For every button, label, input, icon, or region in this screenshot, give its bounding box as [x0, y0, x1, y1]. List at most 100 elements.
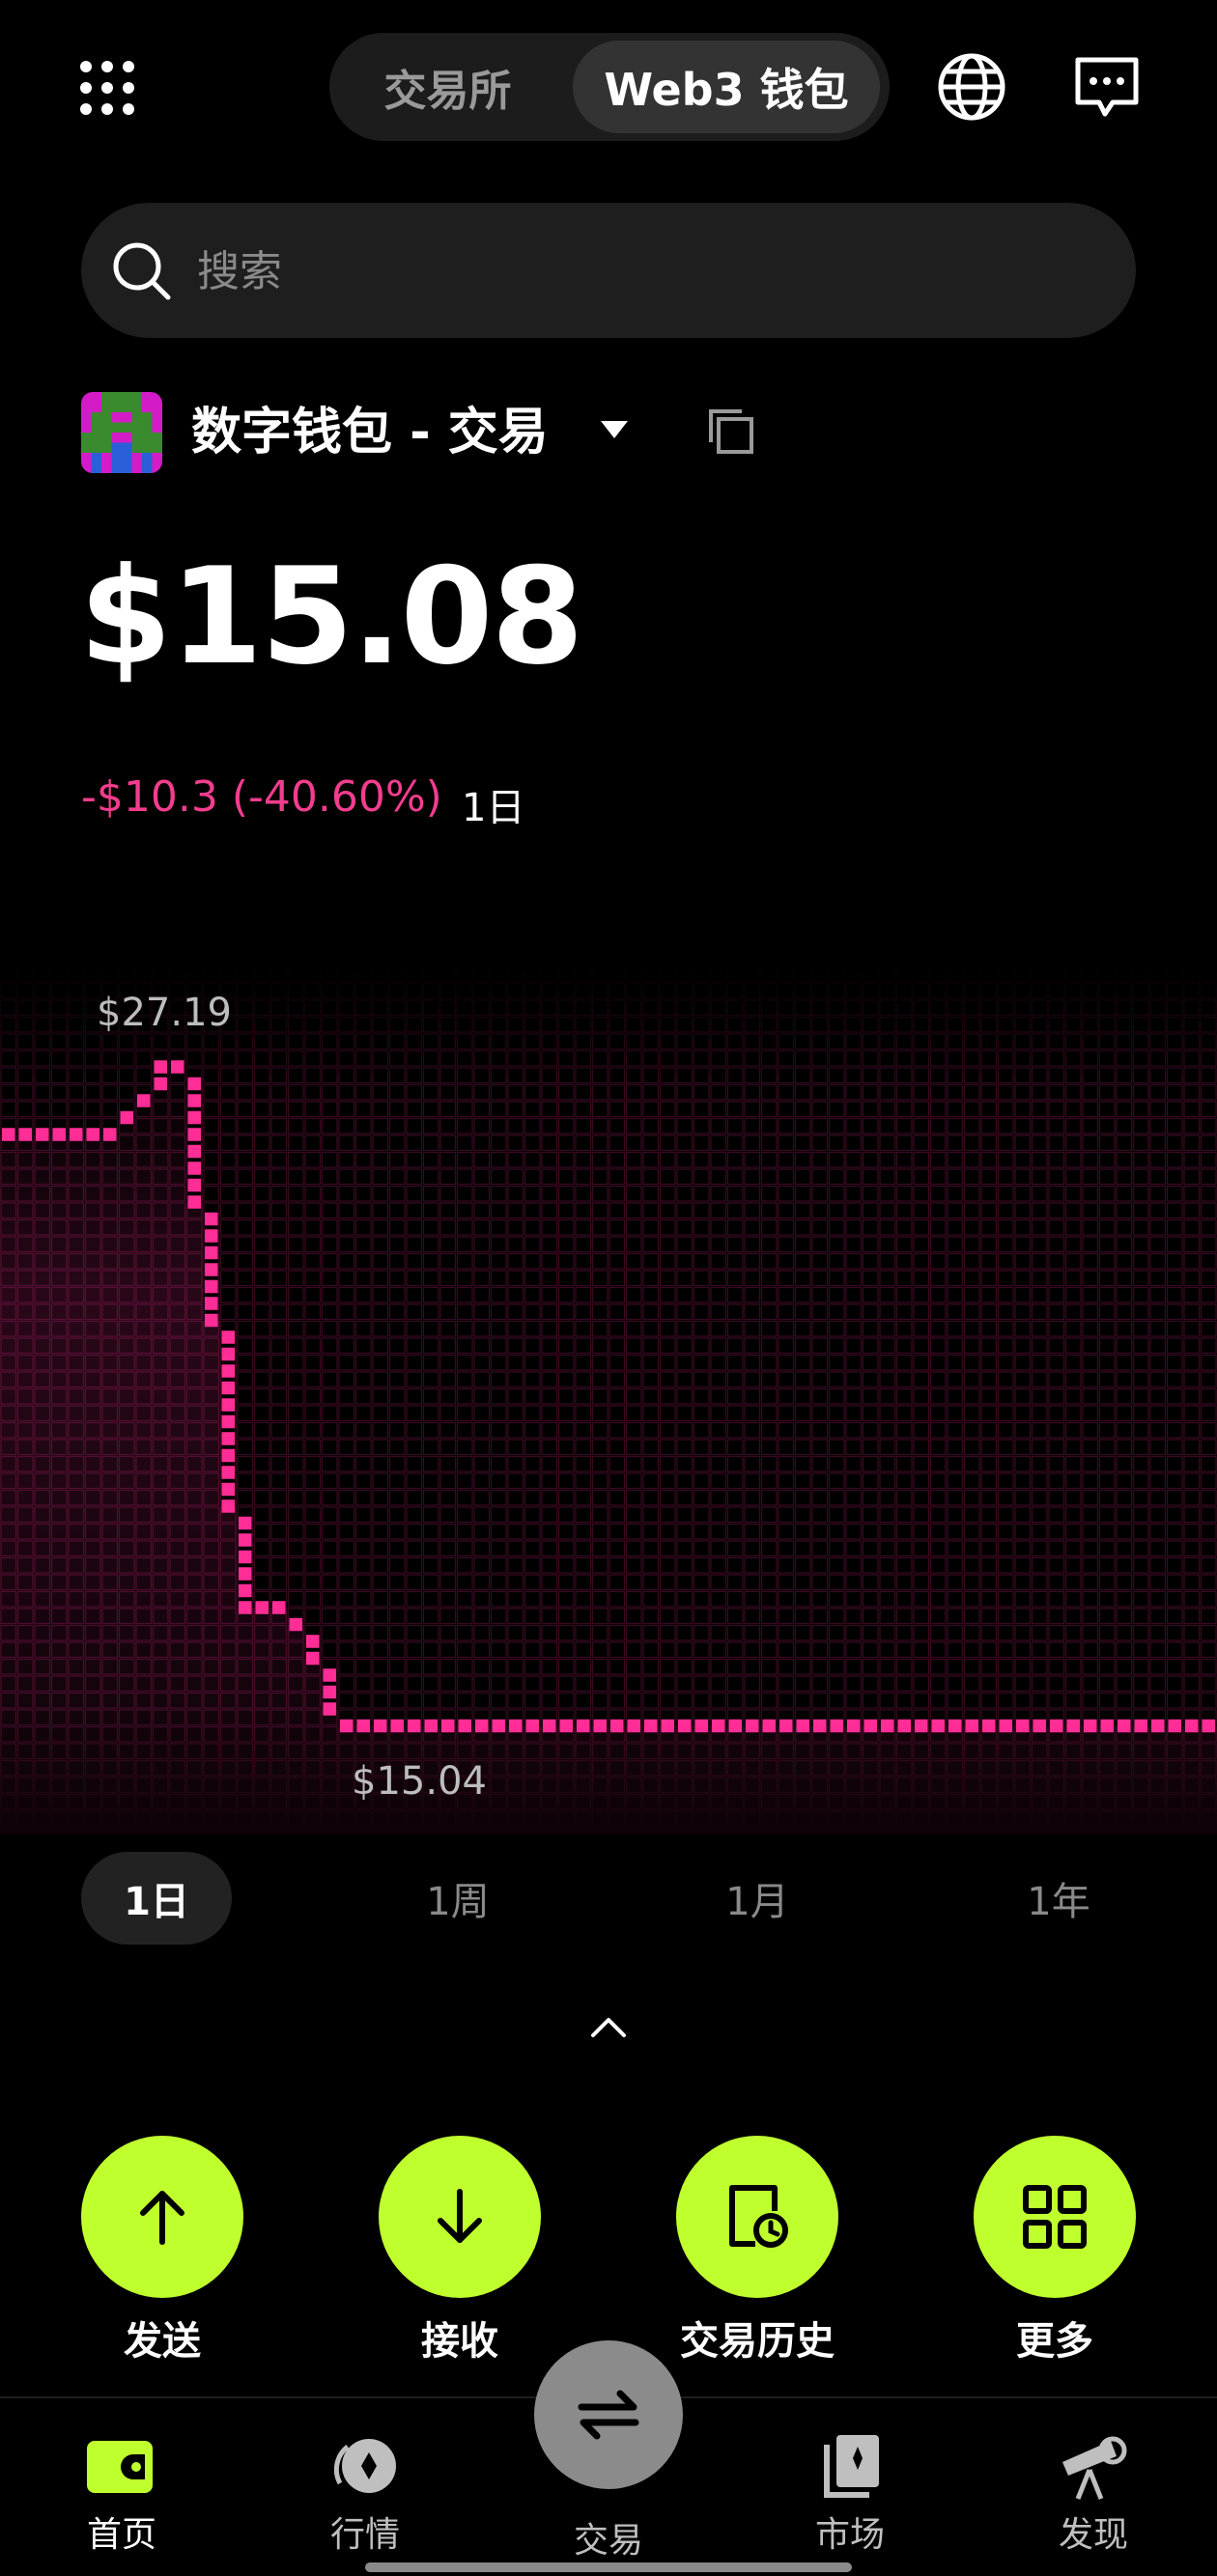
chart-point	[205, 1212, 218, 1226]
dropdown-arrow-icon[interactable]	[601, 421, 628, 438]
chart-point	[221, 1364, 235, 1378]
chart-point	[70, 1128, 83, 1141]
receive-button[interactable]	[379, 2136, 541, 2298]
range-tab-1y[interactable]: 1年	[1027, 1880, 1090, 1924]
chart-point	[796, 1719, 809, 1733]
chart-point	[390, 1719, 404, 1733]
chart-point	[187, 1110, 201, 1125]
chart-point	[897, 1719, 911, 1733]
chart-point	[221, 1448, 235, 1463]
search-input[interactable]	[195, 203, 1068, 340]
nav-marketplace[interactable]: 市场	[753, 2433, 947, 2559]
more-button[interactable]	[974, 2136, 1136, 2298]
chart-point	[1033, 1719, 1046, 1733]
chart-point	[221, 1482, 235, 1497]
tab-web3-wallet[interactable]: Web3 钱包	[573, 41, 880, 133]
copy-icon[interactable]	[709, 409, 753, 454]
arrow-up-icon	[140, 2191, 184, 2245]
chart-point	[120, 1110, 133, 1125]
range-tab-1m[interactable]: 1月	[725, 1880, 789, 1924]
chart-point	[678, 1719, 692, 1733]
history-icon	[729, 2185, 788, 2248]
chart-point	[458, 1719, 471, 1733]
tab-exchange[interactable]: 交易所	[383, 67, 512, 116]
chart-point	[1084, 1719, 1097, 1733]
chart-point	[965, 1719, 978, 1733]
chart-point	[221, 1398, 235, 1412]
send-button[interactable]	[81, 2136, 243, 2298]
chart-point	[982, 1719, 996, 1733]
nav-market-label: 行情	[329, 2515, 400, 2555]
trade-button[interactable]	[534, 2340, 683, 2489]
chart-point	[813, 1719, 827, 1733]
nav-marketplace-label: 市场	[814, 2515, 885, 2555]
nav-home[interactable]: 首页	[25, 2433, 218, 2559]
chart-point	[187, 1195, 201, 1209]
range-tab-1d[interactable]: 1日	[81, 1852, 232, 1945]
balance-change: -$10.3 (-40.60%)	[81, 772, 442, 822]
search-bar[interactable]	[81, 203, 1136, 340]
chart-point	[762, 1719, 776, 1733]
chevron-up-icon[interactable]	[587, 2012, 630, 2041]
balance-chart[interactable]	[0, 966, 1217, 1834]
chart-point	[1168, 1719, 1181, 1733]
chart-point	[187, 1128, 201, 1141]
range-tab-1w[interactable]: 1周	[426, 1880, 490, 1924]
marketplace-icon	[824, 2435, 879, 2498]
chart-point	[221, 1414, 235, 1429]
receive-label: 接收	[421, 2319, 498, 2364]
chart-point	[1185, 1719, 1199, 1733]
chart-point	[205, 1263, 218, 1276]
chart-point	[323, 1685, 336, 1699]
chart-point	[239, 1533, 252, 1547]
chart-point	[694, 1719, 708, 1733]
chart-point	[187, 1077, 201, 1091]
chart-point	[205, 1229, 218, 1243]
chart-point	[18, 1128, 32, 1141]
chart-point	[239, 1516, 252, 1530]
chart-point	[323, 1702, 336, 1716]
chart-point	[36, 1128, 49, 1141]
history-label: 交易历史	[680, 2319, 835, 2364]
nav-market[interactable]: 行情	[269, 2433, 462, 2559]
chart-point	[52, 1128, 66, 1141]
message-icon[interactable]	[1072, 52, 1142, 122]
nav-discover[interactable]: 发现	[997, 2433, 1190, 2559]
chart-point	[221, 1466, 235, 1479]
chart-point	[2, 1128, 15, 1141]
chart-point	[441, 1719, 455, 1733]
chart-point	[137, 1094, 151, 1107]
chart-point	[221, 1499, 235, 1513]
chart-point	[577, 1719, 590, 1733]
chart-point	[779, 1719, 793, 1733]
chart-point	[221, 1381, 235, 1395]
change-period: 1日	[462, 786, 525, 830]
chart-point	[171, 1060, 184, 1074]
arrow-down-icon	[438, 2189, 482, 2243]
nav-discover-label: 发现	[1058, 2515, 1128, 2555]
chart-point	[323, 1668, 336, 1682]
wallet-avatar[interactable]	[81, 392, 162, 473]
history-button[interactable]	[676, 2136, 838, 2298]
chart-point	[255, 1601, 269, 1614]
chart-point	[999, 1719, 1012, 1733]
search-icon	[113, 242, 171, 300]
chart-high-label: $27.19	[97, 991, 232, 1035]
apps-menu-icon[interactable]	[75, 56, 139, 120]
chart-point	[187, 1162, 201, 1175]
chart-point	[239, 1567, 252, 1581]
swap-icon	[578, 2390, 639, 2440]
chart-point	[661, 1719, 674, 1733]
chart-point	[525, 1719, 539, 1733]
chart-point	[239, 1601, 252, 1614]
chart-point	[627, 1719, 640, 1733]
wallet-name[interactable]: 数字钱包 - 交易	[191, 404, 549, 462]
chart-point	[931, 1719, 945, 1733]
chart-point	[593, 1719, 607, 1733]
chart-point	[543, 1719, 556, 1733]
chart-point	[509, 1719, 523, 1733]
chart-point	[221, 1330, 235, 1344]
nav-home-label: 首页	[86, 2515, 156, 2555]
chart-point	[1202, 1719, 1215, 1733]
globe-icon[interactable]	[937, 52, 1006, 122]
